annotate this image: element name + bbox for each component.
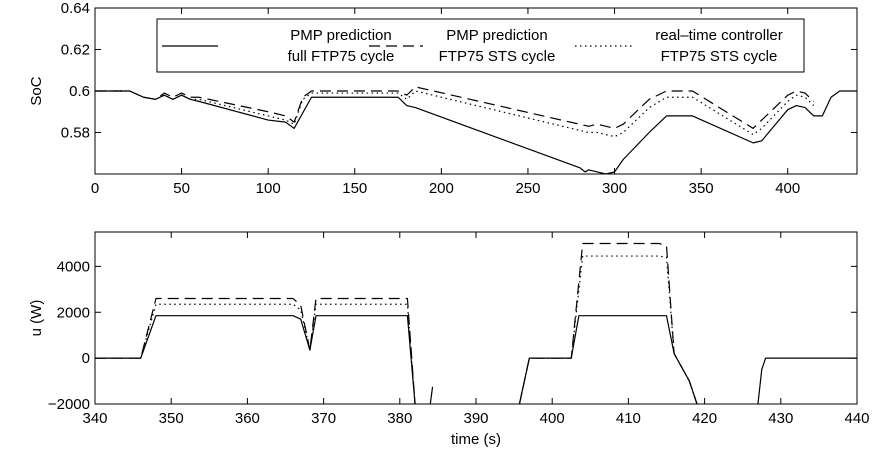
legend-box (156, 18, 805, 73)
series-solid-line (757, 357, 857, 404)
series-solid-line (429, 386, 434, 404)
y-tick-label: 0.62 (61, 42, 90, 59)
y-tick-label: 0 (82, 350, 90, 367)
x-tick-label: 400 (775, 180, 800, 197)
y-tick-label: 2000 (57, 304, 90, 321)
x-tick-label: 100 (256, 180, 281, 197)
x-tick-label: 370 (311, 410, 336, 427)
x-tick-label: 250 (515, 180, 540, 197)
x-tick-label: 340 (82, 410, 107, 427)
x-tick-label: 420 (692, 410, 717, 427)
legend-entry-3-line2: FTP75 STS cycle (661, 48, 778, 65)
legend-entry-2-line2: FTP75 STS cycle (439, 48, 556, 65)
x-tick-label: 300 (602, 180, 627, 197)
time-x-axis-label: time (s) (451, 431, 501, 448)
y-tick-label: 0.64 (61, 0, 90, 17)
x-tick-label: 440 (844, 410, 869, 427)
series-dashed-line (95, 297, 416, 404)
soc-axis-ticks: 0 50 100 150 200 250 300 350 400 0.58 0.6 0.62 0.64 (61, 0, 857, 197)
series-solid-line (95, 90, 857, 174)
soc-series-lines (95, 86, 857, 174)
legend-entry-2-line1: PMP prediction (446, 27, 547, 44)
legend-entry-1-line2: full FTP75 cycle (288, 48, 395, 65)
soc-legend: PMP prediction full FTP75 cycle PMP pred… (156, 18, 805, 73)
x-tick-label: 390 (463, 410, 488, 427)
series-dashed-line (95, 86, 815, 129)
u-axis-ticks: 340 350 360 370 380 390 400 410 420 430 440 −2000 0 2… (48, 232, 870, 427)
series-dotted-line (518, 255, 698, 404)
x-tick-label: 50 (173, 180, 190, 197)
legend-entry-1-line1: PMP prediction (290, 27, 391, 44)
x-tick-label: 360 (235, 410, 260, 427)
y-tick-label: 0.6 (69, 83, 90, 100)
u-series-lines (95, 242, 857, 404)
u-chart: 340 350 360 370 380 390 400 410 420 430 440 −2000 0 2… (28, 231, 870, 448)
soc-y-axis-label: SoC (28, 76, 45, 105)
x-tick-label: 410 (616, 410, 641, 427)
u-plot-frame (94, 231, 858, 405)
legend-entry-3-line1: real–time controller (655, 27, 783, 44)
series-solid-line (95, 315, 416, 404)
y-tick-label: −2000 (48, 396, 90, 413)
x-tick-label: 200 (429, 180, 454, 197)
x-tick-label: 430 (768, 410, 793, 427)
y-tick-label: 4000 (57, 258, 90, 275)
x-tick-label: 0 (91, 180, 99, 197)
x-tick-label: 150 (342, 180, 367, 197)
y-tick-label: 0.58 (61, 125, 90, 142)
u-y-axis-label: u (W) (28, 300, 45, 337)
x-tick-label: 350 (689, 180, 714, 197)
x-tick-label: 380 (387, 410, 412, 427)
x-tick-label: 400 (540, 410, 565, 427)
soc-chart: 0 50 100 150 200 250 300 350 4000.580.60.620.64 … (28, 0, 858, 197)
x-tick-label: 350 (159, 410, 184, 427)
